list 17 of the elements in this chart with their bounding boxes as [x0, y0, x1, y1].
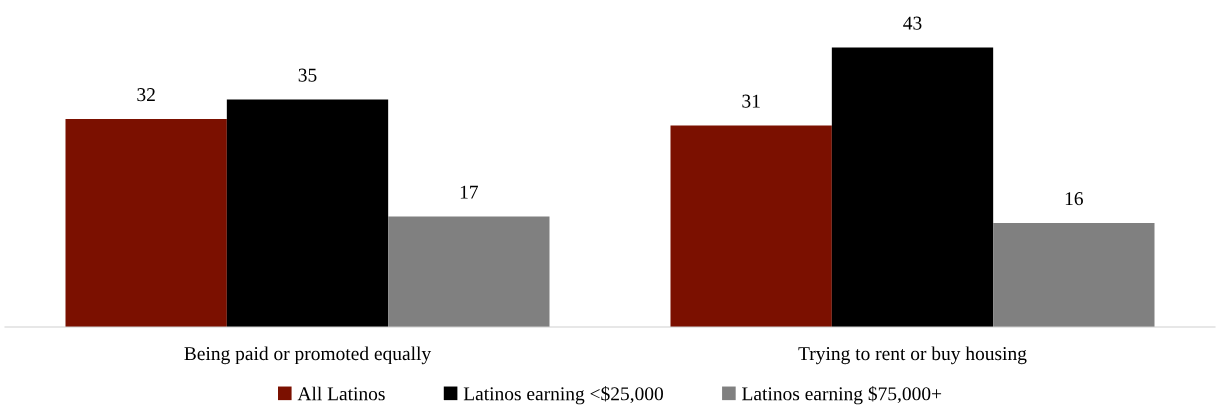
bar [831, 47, 994, 327]
data-label: 17 [460, 185, 478, 199]
bar [670, 125, 832, 327]
x-tick-label: Trying to rent or buy housing [798, 346, 1027, 365]
bar [993, 223, 1155, 327]
legend-label: Latinos earning <$25,000 [463, 386, 663, 405]
bar [65, 119, 227, 327]
bar [388, 216, 550, 327]
data-label: 35 [298, 68, 317, 82]
data-label: 16 [1065, 192, 1083, 206]
x-tick-label: Being paid or promoted equally [184, 346, 432, 365]
data-label: 43 [903, 16, 922, 30]
legend-label: All Latinos [297, 386, 385, 401]
data-label: 31 [742, 94, 760, 108]
legend-label: Latinos earning $75,000+ [742, 386, 942, 405]
data-label: 32 [137, 88, 155, 102]
bar [226, 99, 389, 327]
